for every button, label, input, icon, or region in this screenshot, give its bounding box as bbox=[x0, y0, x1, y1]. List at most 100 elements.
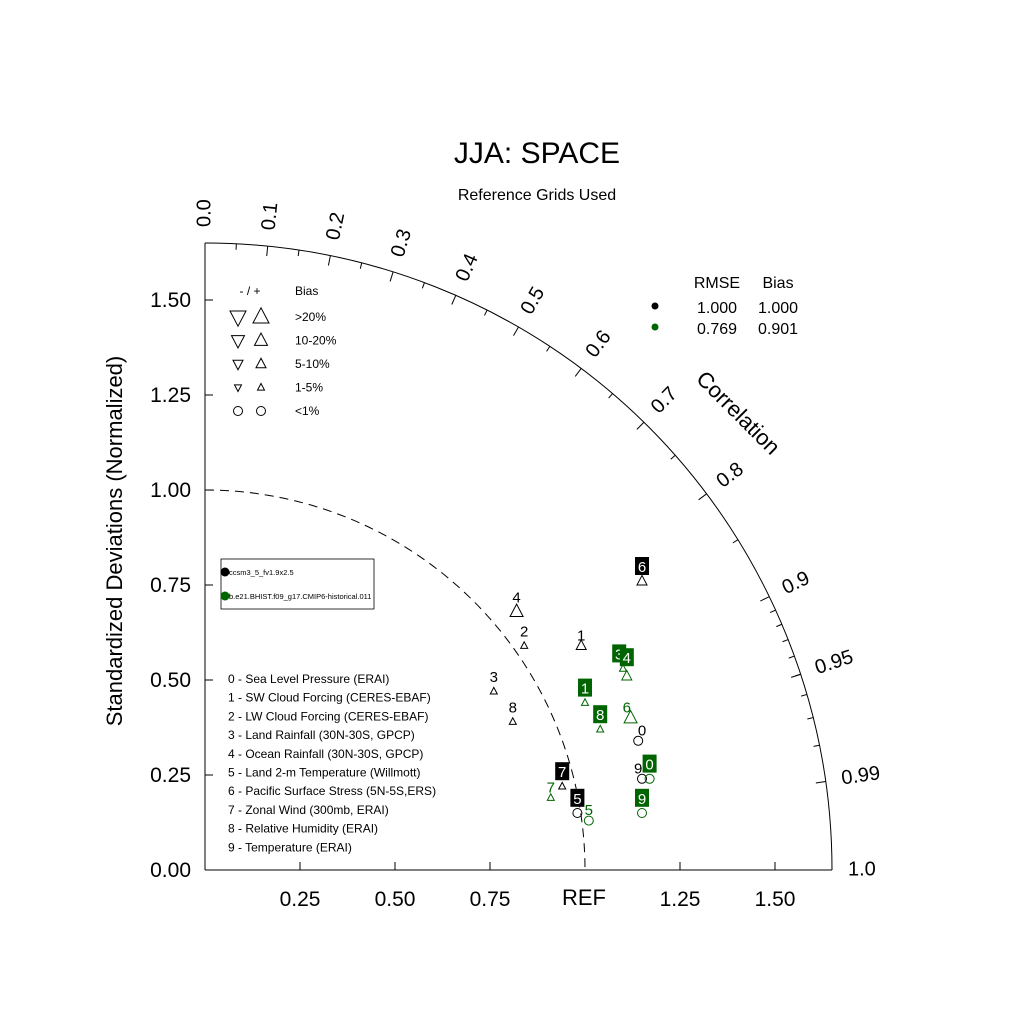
correlation-minor-tick bbox=[801, 693, 808, 697]
correlation-tick-mark bbox=[266, 246, 269, 257]
point-series2-var7 bbox=[546, 792, 556, 801]
correlation-tick-label: 0.0 bbox=[193, 199, 215, 227]
correlation-tick-label: 0.4 bbox=[451, 251, 482, 285]
variable-legend-item: 1 - SW Cloud Forcing (CERES-EBAF) bbox=[228, 691, 431, 705]
point-label: 3 bbox=[490, 669, 498, 686]
correlation-minor-tick bbox=[776, 623, 783, 628]
correlation-tick-label: 0.7 bbox=[647, 383, 682, 418]
bias-legend-plus-marker bbox=[255, 357, 267, 369]
correlation-tick-mark bbox=[451, 295, 457, 305]
point-label: 4 bbox=[623, 650, 631, 667]
correlation-tick-mark bbox=[327, 255, 331, 266]
bias-legend-minus-marker bbox=[232, 359, 244, 371]
point-series1-var5 bbox=[572, 808, 583, 818]
correlation-tick-label: 0.8 bbox=[712, 458, 747, 492]
x-tick-label: 0.50 bbox=[375, 888, 416, 911]
point-series1-var7 bbox=[557, 781, 567, 790]
bias-legend-label: 5-10% bbox=[295, 357, 330, 371]
correlation-minor-tick bbox=[608, 393, 613, 399]
correlation-tick-label: 0.9 bbox=[779, 567, 814, 599]
point-series1-var3 bbox=[489, 686, 499, 695]
point-label: 7 bbox=[558, 764, 566, 781]
bias-legend-plus-marker bbox=[252, 306, 270, 324]
y-tick-label: 0.50 bbox=[150, 669, 191, 692]
point-label-box bbox=[578, 678, 592, 697]
point-label: 4 bbox=[512, 589, 520, 606]
point-series2-var6 bbox=[623, 709, 638, 724]
stats-rmse-series-2: 0.769 bbox=[697, 321, 737, 338]
x-tick-label: 0.75 bbox=[470, 888, 511, 911]
correlation-tick-label: 1.0 bbox=[848, 858, 876, 880]
correlation-tick-mark bbox=[574, 368, 582, 377]
bias-legend-plus-marker bbox=[256, 382, 266, 391]
point-series1-var0 bbox=[633, 735, 644, 746]
bias-legend-plus-marker bbox=[256, 406, 266, 416]
ref-label: REF bbox=[562, 885, 606, 910]
point-label: 0 bbox=[645, 757, 653, 774]
correlation-minor-tick bbox=[788, 655, 795, 659]
point-label-box bbox=[593, 705, 608, 724]
variable-legend-item: 4 - Ocean Rainfall (30N-30S, GPCP) bbox=[228, 747, 423, 761]
bias-legend-minus-marker bbox=[233, 384, 243, 393]
bias-legend-plus-marker bbox=[253, 331, 269, 346]
stats-dot-series-1 bbox=[651, 302, 659, 310]
point-series2-var4 bbox=[620, 669, 633, 681]
point-label: 0 bbox=[638, 722, 646, 739]
point-label-box bbox=[619, 648, 634, 667]
variable-legend-item: 5 - Land 2-m Temperature (Willmott) bbox=[228, 766, 421, 780]
x-tick-label: 1.50 bbox=[755, 888, 796, 911]
series-legend: ccsm3_5_fv1.9x2.5 b.e21.BHIST.f09_g17.CM… bbox=[220, 558, 375, 610]
point-label: 8 bbox=[509, 700, 517, 717]
x-tick-label: 1.25 bbox=[660, 888, 701, 911]
correlation-minor-tick bbox=[794, 673, 801, 677]
bias-legend-label: >20% bbox=[295, 310, 326, 324]
bias-legend: - / + Bias >20% 10-20% 5-10% 1-5% <1% bbox=[229, 284, 337, 418]
variable-legend-item: 9 - Temperature (ERAI) bbox=[228, 840, 352, 854]
series-legend-name-2: b.e21.BHIST.f09_g17.CMIP6-historical.011 bbox=[229, 592, 371, 601]
correlation-minor-tick bbox=[546, 346, 551, 352]
stats-dot-series-2 bbox=[651, 323, 659, 331]
bias-legend-minus-marker bbox=[230, 335, 246, 350]
point-series1-var2 bbox=[519, 640, 529, 649]
correlation-minor-tick bbox=[813, 744, 820, 747]
point-series2-var1 bbox=[580, 697, 590, 706]
bias-legend-label: <1% bbox=[295, 404, 320, 418]
point-label: 1 bbox=[577, 627, 585, 644]
correlation-tick-label: 0.6 bbox=[581, 326, 615, 361]
correlation-minor-tick bbox=[484, 309, 488, 316]
series-legend-box bbox=[220, 558, 375, 610]
correlation-tick-mark bbox=[760, 596, 770, 602]
correlation-minor-tick bbox=[670, 454, 676, 460]
correlation-tick-mark bbox=[698, 493, 707, 501]
point-label: 3 bbox=[615, 646, 623, 663]
point-label-box bbox=[570, 788, 585, 807]
stats-rmse-header: RMSE bbox=[694, 275, 740, 292]
stats-bias-series-2: 0.901 bbox=[758, 321, 798, 338]
stats-bias-series-1: 1.000 bbox=[758, 300, 798, 317]
point-series2-var5 bbox=[583, 815, 594, 826]
point-series1-var4 bbox=[509, 603, 524, 617]
stats-rmse-series-1: 1.000 bbox=[697, 300, 737, 317]
point-label: 2 bbox=[520, 624, 528, 641]
variable-legend-item: 3 - Land Rainfall (30N-30S, GPCP) bbox=[228, 728, 415, 742]
y-tick-label: 0.75 bbox=[150, 574, 191, 597]
bias-legend-label: 10-20% bbox=[295, 334, 337, 348]
correlation-tick-mark bbox=[389, 271, 394, 282]
point-series1-var6 bbox=[636, 574, 648, 586]
correlation-tick-label: 0.95 bbox=[812, 646, 856, 679]
variable-legend-item: 0 - Sea Level Pressure (ERAI) bbox=[228, 672, 389, 686]
bias-legend-minus-marker bbox=[229, 310, 247, 328]
correlation-tick-label: 0.99 bbox=[840, 762, 882, 789]
point-series1-var1 bbox=[575, 638, 588, 651]
correlation-minor-tick bbox=[782, 639, 789, 643]
axes: 0.000.250.500.751.001.251.500.25 0.50 0.75… bbox=[150, 242, 833, 911]
y-tick-label: 1.50 bbox=[150, 289, 191, 312]
correlation-tick-mark bbox=[513, 326, 519, 336]
point-label-box bbox=[635, 788, 649, 807]
y-tick-label: 1.00 bbox=[150, 479, 191, 502]
series-legend-name-1: ccsm3_5_fv1.9x2.5 bbox=[229, 568, 294, 577]
point-series2-var8 bbox=[595, 724, 605, 733]
point-label: 8 bbox=[596, 707, 604, 724]
point-label: 6 bbox=[638, 559, 646, 576]
